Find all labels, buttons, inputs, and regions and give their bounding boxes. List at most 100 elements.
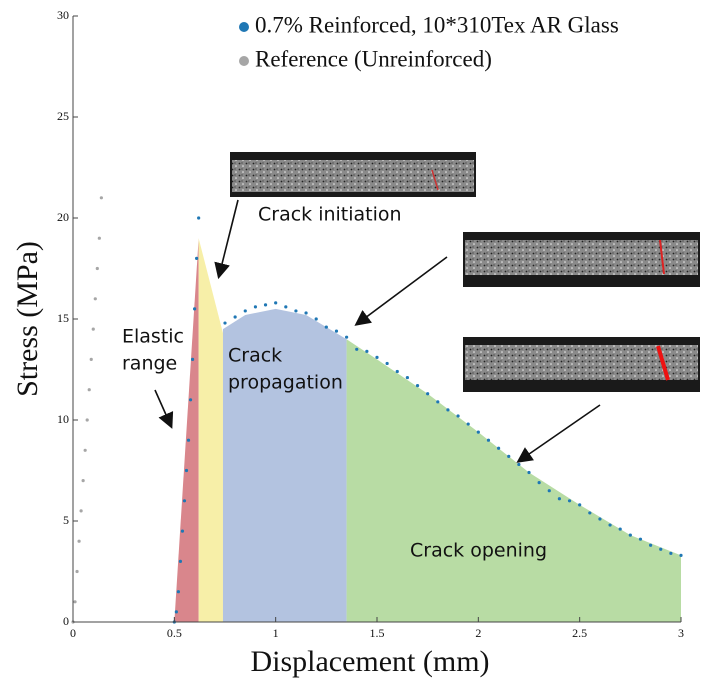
x-tick-label: 1 bbox=[273, 626, 279, 640]
data-point bbox=[456, 414, 460, 418]
data-point bbox=[186, 438, 191, 442]
data-point bbox=[476, 430, 480, 434]
arrow bbox=[516, 404, 601, 463]
data-point bbox=[197, 216, 201, 220]
data-point bbox=[182, 499, 187, 503]
regions bbox=[174, 238, 681, 622]
data-point bbox=[649, 543, 653, 547]
arrow bbox=[214, 199, 239, 280]
data-point bbox=[486, 438, 491, 442]
data-point bbox=[83, 448, 87, 452]
x-tick-label: 0 bbox=[70, 626, 76, 640]
data-point bbox=[180, 529, 185, 533]
data-point bbox=[93, 297, 97, 301]
points bbox=[71, 196, 683, 624]
data-point bbox=[81, 479, 85, 483]
data-point bbox=[446, 408, 450, 412]
x-tick-label: 0.5 bbox=[167, 626, 182, 640]
data-point bbox=[195, 256, 199, 260]
data-point bbox=[385, 361, 389, 366]
data-point bbox=[567, 499, 572, 503]
y-tick-label: 25 bbox=[57, 109, 69, 123]
data-point bbox=[355, 347, 359, 351]
crack-line bbox=[659, 239, 665, 275]
data-point bbox=[73, 600, 77, 604]
data-point bbox=[85, 418, 89, 422]
region-area bbox=[174, 238, 199, 622]
data-point bbox=[314, 317, 318, 321]
x-tick-label: 2.5 bbox=[572, 626, 587, 640]
arrow bbox=[354, 256, 448, 326]
data-point bbox=[176, 590, 180, 594]
data-point bbox=[375, 355, 379, 359]
crack-line bbox=[656, 345, 670, 381]
data-point bbox=[79, 509, 83, 513]
region-label: Crack bbox=[228, 345, 282, 367]
data-point bbox=[223, 321, 227, 325]
arrow bbox=[154, 389, 174, 429]
x-tick-label: 2 bbox=[475, 626, 481, 640]
data-point bbox=[193, 307, 197, 311]
data-point bbox=[87, 388, 91, 392]
x-tick-label: 1.5 bbox=[370, 626, 385, 640]
region-area bbox=[346, 339, 681, 622]
data-point bbox=[628, 533, 632, 537]
data-point bbox=[588, 511, 592, 515]
data-point bbox=[415, 384, 420, 388]
region-label: range bbox=[122, 353, 177, 375]
data-point bbox=[669, 551, 673, 555]
data-point bbox=[253, 305, 257, 309]
data-point bbox=[233, 315, 237, 319]
data-point bbox=[426, 392, 430, 396]
data-point bbox=[365, 349, 369, 353]
data-point bbox=[679, 553, 683, 557]
data-point bbox=[436, 400, 440, 404]
data-point bbox=[190, 357, 195, 361]
arrows bbox=[154, 199, 601, 463]
data-point bbox=[334, 329, 339, 333]
y-tick-label: 0 bbox=[63, 614, 69, 628]
data-point bbox=[618, 527, 622, 531]
data-point bbox=[659, 547, 663, 551]
data-point bbox=[578, 503, 582, 507]
data-point bbox=[97, 236, 101, 240]
data-point bbox=[557, 497, 562, 501]
data-point bbox=[537, 481, 541, 485]
data-point bbox=[395, 369, 399, 374]
data-point bbox=[91, 327, 95, 331]
data-point bbox=[188, 398, 193, 402]
x-tick-label: 3 bbox=[678, 626, 684, 640]
data-point bbox=[89, 357, 93, 361]
data-point bbox=[507, 454, 511, 458]
data-point bbox=[345, 335, 349, 339]
legend-marker bbox=[239, 56, 249, 66]
y-tick-label: 10 bbox=[57, 412, 69, 426]
data-point bbox=[99, 196, 103, 200]
inset-images bbox=[230, 152, 700, 392]
specimen-image bbox=[465, 240, 698, 275]
region-label: propagation bbox=[228, 372, 343, 394]
data-point bbox=[294, 309, 298, 313]
legend-label: Reference (Unreinforced) bbox=[255, 46, 492, 71]
region-label: Elastic bbox=[122, 326, 184, 348]
data-point bbox=[75, 569, 79, 574]
y-tick-label: 5 bbox=[63, 513, 69, 527]
legend-label: 0.7% Reinforced, 10*310Tex AR Glass bbox=[255, 12, 619, 37]
data-point bbox=[304, 311, 308, 315]
region-label: Crack initiation bbox=[258, 204, 402, 226]
data-point bbox=[184, 468, 189, 473]
data-point bbox=[547, 489, 551, 493]
data-point bbox=[243, 309, 247, 313]
y-tick-label: 15 bbox=[57, 311, 69, 325]
crack-line bbox=[431, 169, 439, 191]
region-area bbox=[222, 308, 347, 622]
y-axis-label: Stress (MPa) bbox=[11, 241, 44, 397]
data-point bbox=[274, 301, 278, 305]
data-point bbox=[174, 610, 178, 614]
data-point bbox=[77, 539, 81, 543]
legend-marker bbox=[239, 22, 249, 32]
x-axis-label: Displacement (mm) bbox=[250, 645, 489, 678]
data-point bbox=[324, 325, 328, 329]
